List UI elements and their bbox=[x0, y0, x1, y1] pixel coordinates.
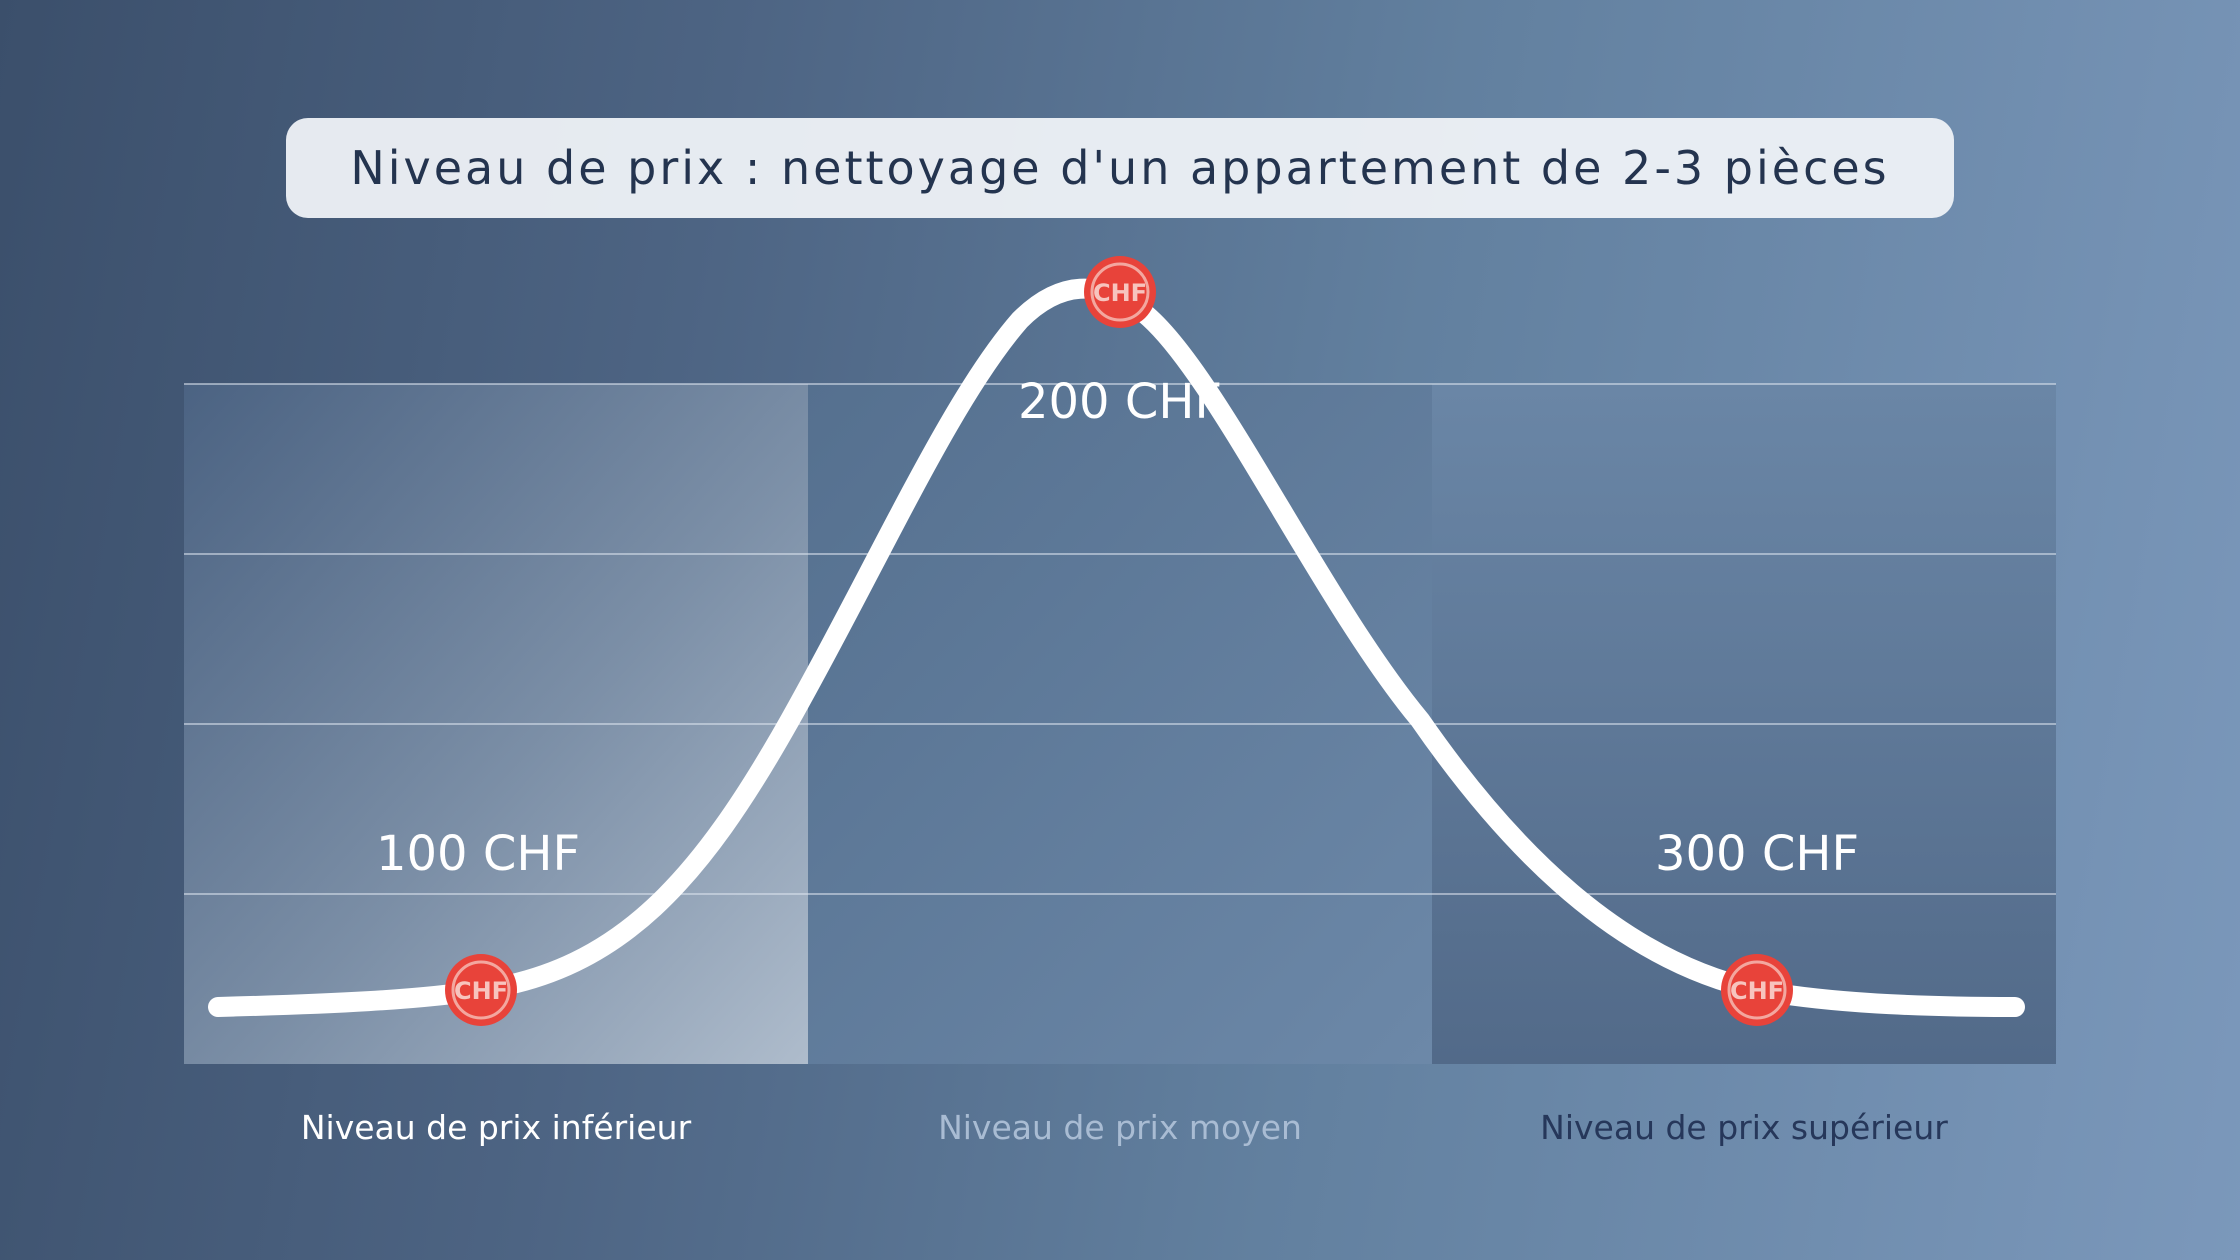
band-label-high: Niveau de prix supérieur bbox=[1540, 1108, 1948, 1147]
chf-badge-text: CHF bbox=[1093, 279, 1147, 307]
price-marker bbox=[1084, 256, 1156, 328]
price-marker-ring bbox=[1090, 262, 1150, 322]
title-box: Niveau de prix : nettoyage d'un appartem… bbox=[286, 118, 1954, 218]
chf-badge-text: CHF bbox=[454, 977, 508, 1005]
price-marker-ring bbox=[451, 960, 511, 1020]
chart-title: Niveau de prix : nettoyage d'un appartem… bbox=[350, 141, 1890, 195]
price-label: 100 CHF bbox=[376, 826, 580, 882]
price-label: 300 CHF bbox=[1655, 826, 1859, 882]
chf-badge-text: CHF bbox=[1730, 977, 1784, 1005]
band-label-low: Niveau de prix inférieur bbox=[300, 1108, 692, 1147]
price-marker bbox=[445, 954, 517, 1026]
grid bbox=[184, 383, 2056, 895]
price-label: 200 CHF bbox=[1018, 374, 1222, 430]
band-label-mid: Niveau de prix moyen bbox=[938, 1108, 1302, 1147]
price-marker-ring bbox=[1727, 960, 1787, 1020]
price-marker bbox=[1721, 954, 1793, 1026]
